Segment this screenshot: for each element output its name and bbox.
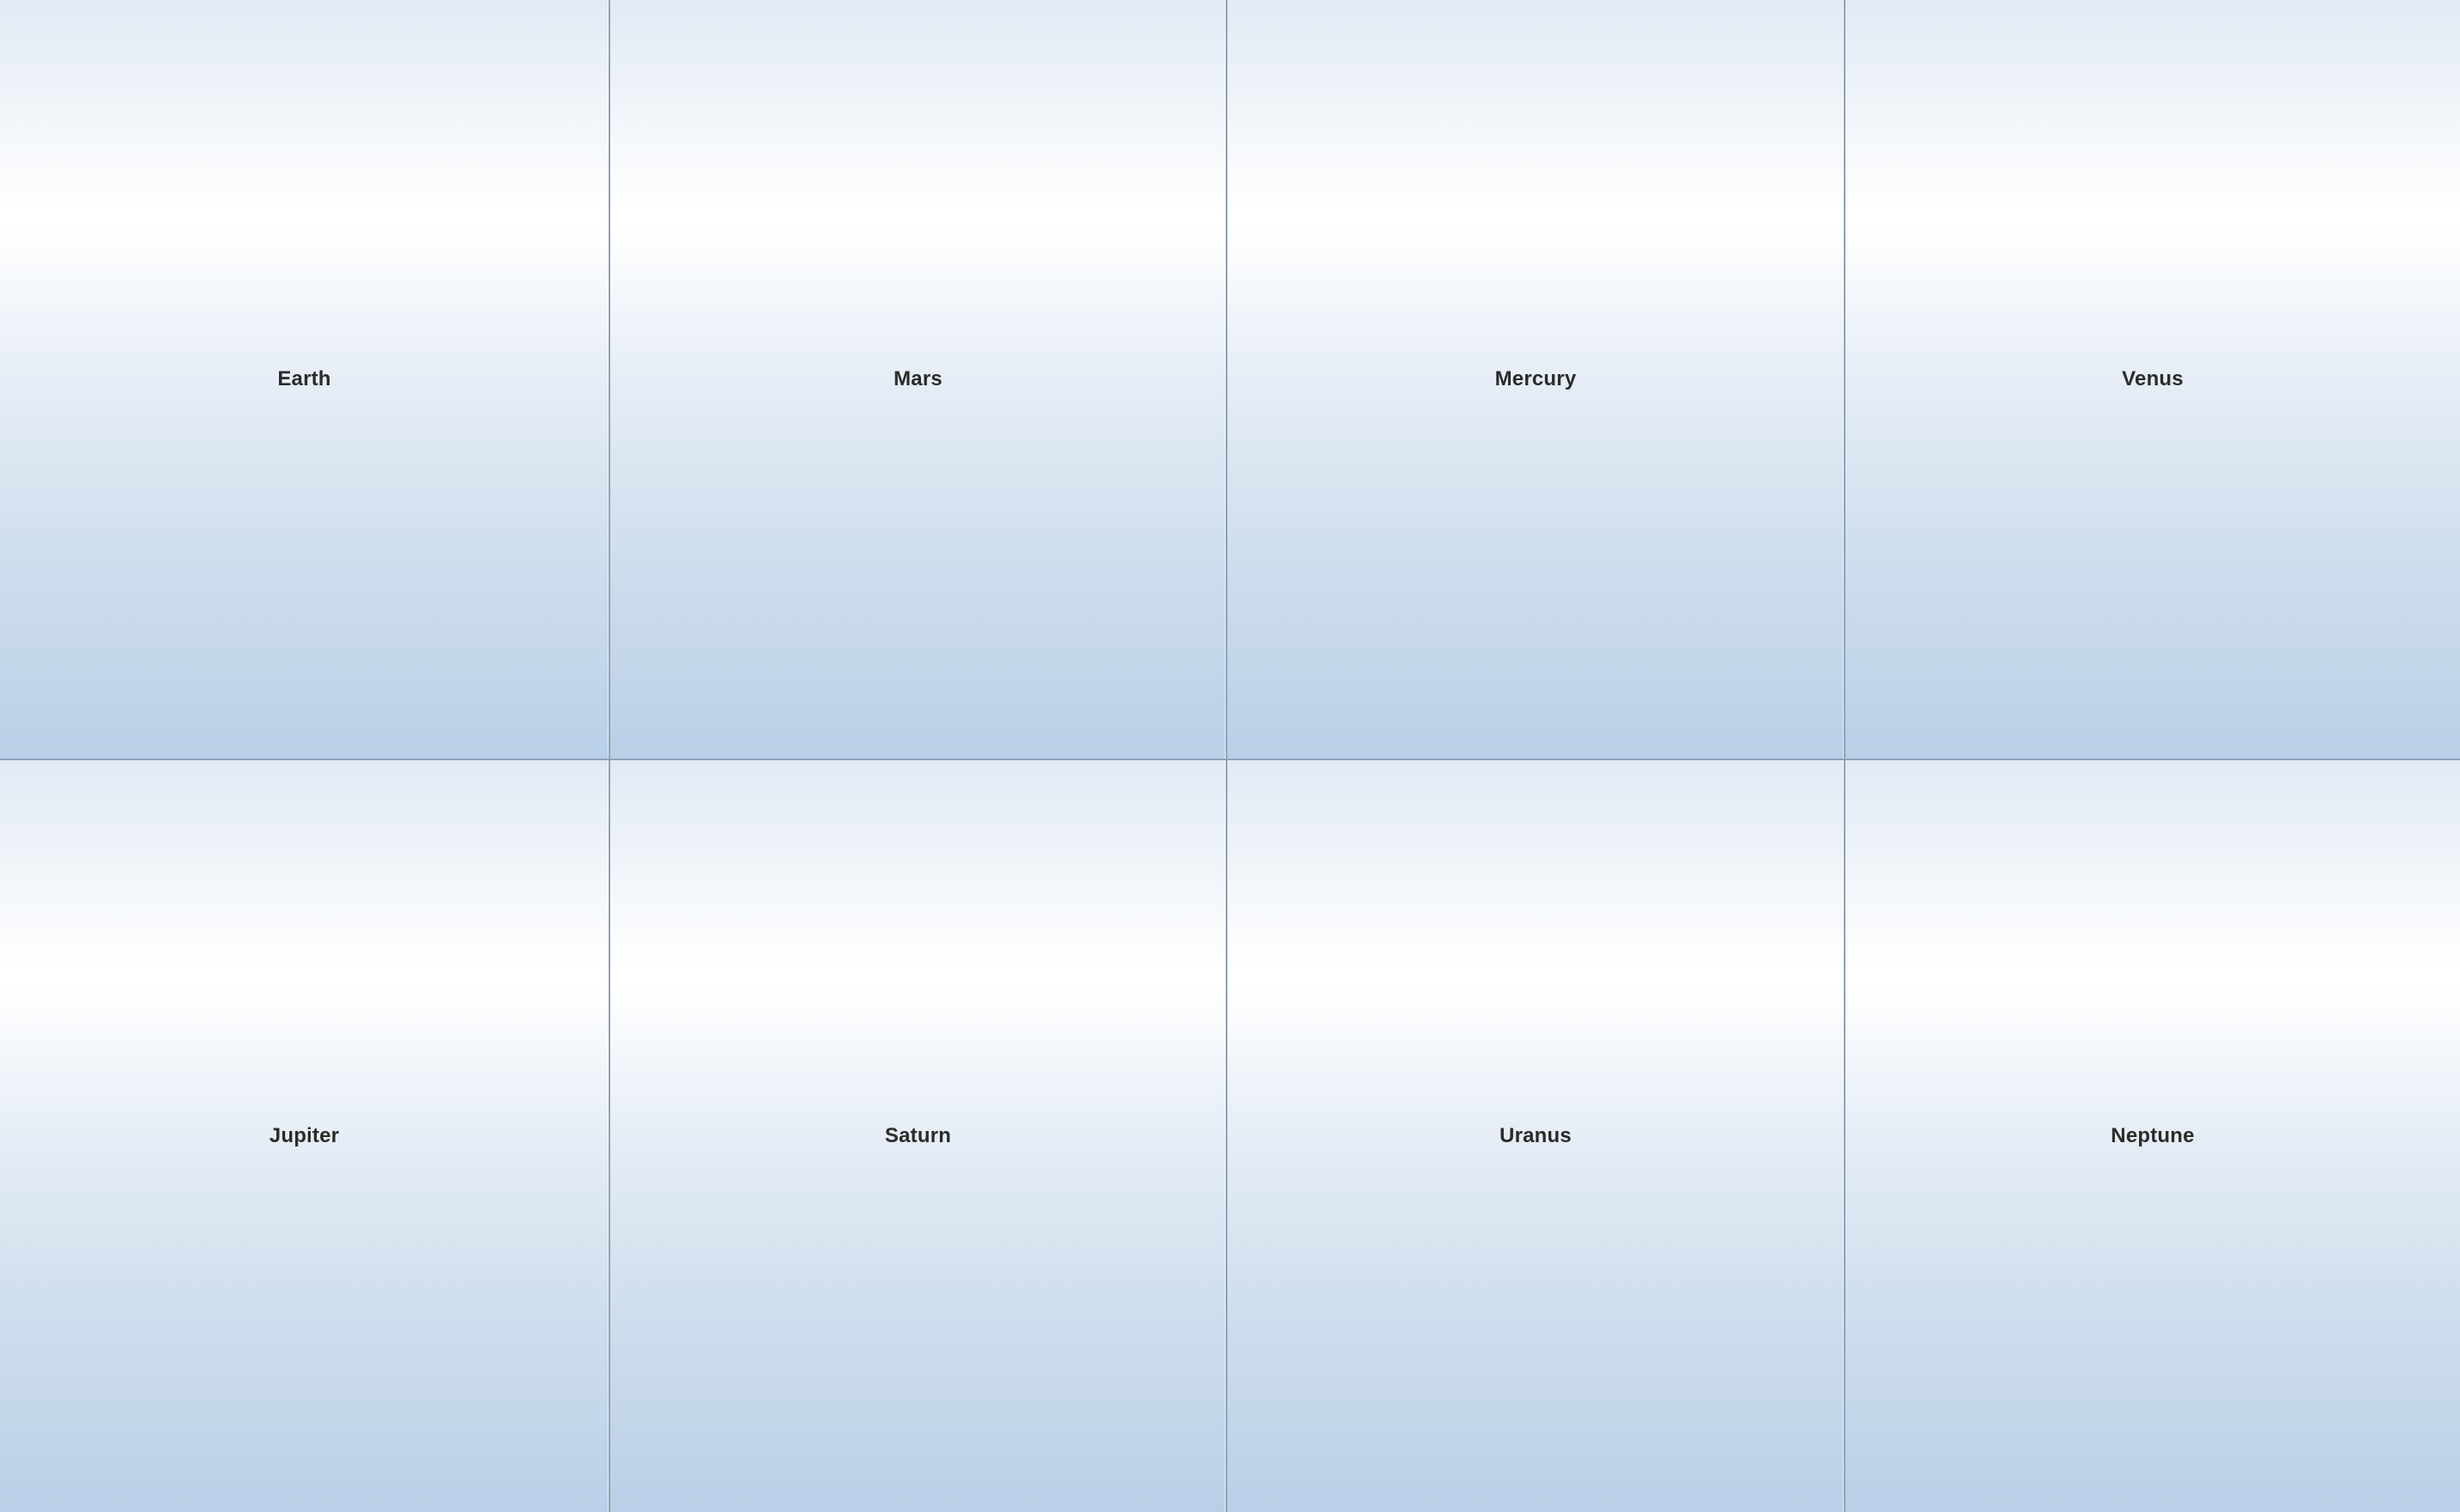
tile-label-jupiter: Jupiter xyxy=(269,1124,340,1147)
tile-mars[interactable]: Mars xyxy=(610,0,1227,760)
tile-label-uranus: Uranus xyxy=(1500,1124,1572,1147)
tile-label-saturn: Saturn xyxy=(884,1124,952,1147)
tile-label-mercury: Mercury xyxy=(1494,367,1577,390)
tile-label-venus: Venus xyxy=(2122,367,2184,390)
tile-label-earth: Earth xyxy=(277,367,331,390)
tile-neptune[interactable]: Neptune xyxy=(1845,760,2460,1512)
tile-label-neptune: Neptune xyxy=(2111,1124,2195,1147)
tile-label-mars: Mars xyxy=(894,367,942,390)
tile-uranus[interactable]: Uranus xyxy=(1227,760,1845,1512)
tile-saturn[interactable]: Saturn xyxy=(610,760,1227,1512)
tile-jupiter[interactable]: Jupiter xyxy=(0,760,610,1512)
tile-venus[interactable]: Venus xyxy=(1845,0,2460,760)
tile-earth[interactable]: Earth xyxy=(0,0,610,760)
tile-mercury[interactable]: Mercury xyxy=(1227,0,1845,760)
